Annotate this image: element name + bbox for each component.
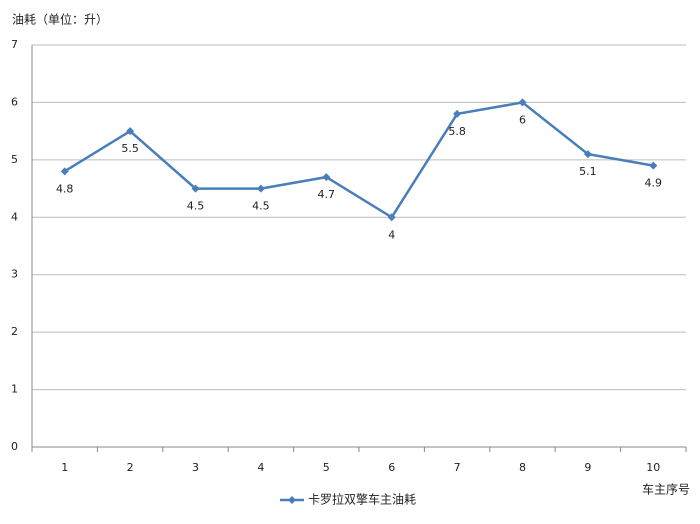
x-axis-title: 车主序号 bbox=[642, 482, 690, 497]
point bbox=[126, 127, 135, 136]
data-label: 5.5 bbox=[121, 142, 139, 155]
y-tick-label: 4 bbox=[11, 210, 18, 223]
data-label: 4.5 bbox=[187, 200, 205, 213]
data-label: 4 bbox=[388, 228, 395, 241]
data-label: 5.8 bbox=[448, 125, 466, 138]
data-label: 6 bbox=[519, 113, 526, 126]
point bbox=[583, 150, 592, 159]
point bbox=[256, 184, 265, 193]
y-axis-title: 油耗（单位：升） bbox=[12, 12, 108, 27]
data-label: 4.8 bbox=[56, 182, 74, 195]
x-tick-label: 9 bbox=[584, 461, 591, 474]
legend-label: 卡罗拉双擎车主油耗 bbox=[308, 492, 416, 507]
data-label: 5.1 bbox=[579, 165, 597, 178]
x-tick-label: 5 bbox=[323, 461, 330, 474]
series-line bbox=[64, 101, 654, 219]
data-label: 4.5 bbox=[252, 200, 270, 213]
x-tick-label: 6 bbox=[388, 461, 395, 474]
y-tick-label: 5 bbox=[11, 153, 18, 166]
x-tick-label: 2 bbox=[127, 461, 134, 474]
point bbox=[387, 213, 396, 222]
y-tick-label: 0 bbox=[11, 440, 18, 453]
data-label: 4.9 bbox=[645, 177, 663, 190]
data-label: 4.7 bbox=[318, 188, 336, 201]
x-tick-label: 8 bbox=[519, 461, 526, 474]
legend-marker bbox=[288, 496, 296, 504]
y-tick-label: 2 bbox=[11, 325, 18, 338]
x-tick-label: 4 bbox=[257, 461, 264, 474]
y-tick-label: 1 bbox=[11, 383, 18, 396]
x-tick-label: 10 bbox=[646, 461, 660, 474]
y-tick-label: 3 bbox=[11, 268, 18, 281]
point bbox=[518, 98, 527, 107]
y-tick-label: 6 bbox=[11, 95, 18, 108]
point bbox=[322, 173, 331, 182]
y-tick-label: 7 bbox=[11, 38, 18, 51]
x-tick-label: 1 bbox=[61, 461, 68, 474]
point bbox=[191, 184, 200, 193]
point bbox=[60, 167, 69, 176]
point bbox=[649, 161, 658, 170]
x-tick-label: 7 bbox=[454, 461, 461, 474]
point bbox=[453, 109, 462, 118]
x-tick-label: 3 bbox=[192, 461, 199, 474]
